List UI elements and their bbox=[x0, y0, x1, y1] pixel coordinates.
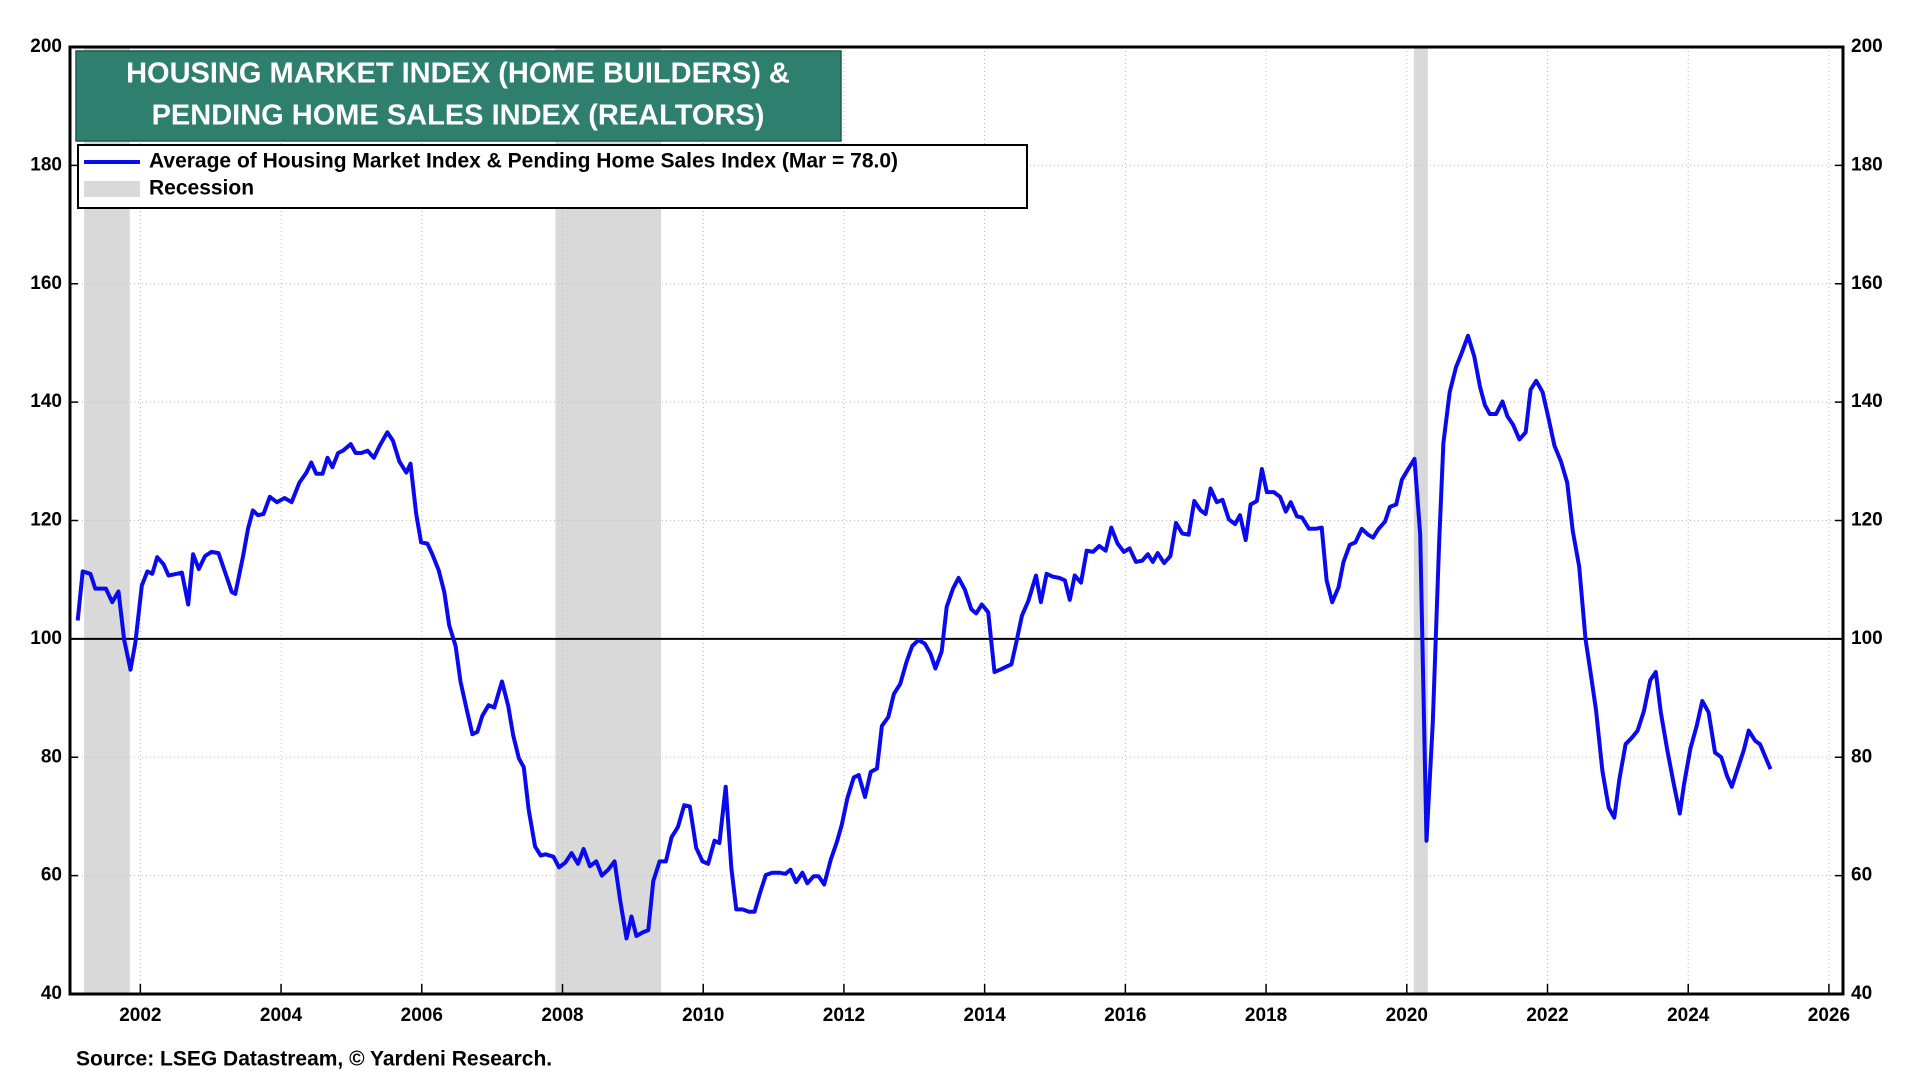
legend-label: Recession bbox=[149, 177, 254, 200]
legend-box bbox=[77, 144, 1028, 209]
y2-tick-label: 140 bbox=[1851, 391, 1883, 412]
plot-frame bbox=[68, 45, 1845, 996]
x-tick-label: 2022 bbox=[1526, 1005, 1568, 1026]
y-tick-label: 40 bbox=[41, 983, 62, 1004]
y2-tick-label: 160 bbox=[1851, 273, 1883, 294]
y-tick-label: 80 bbox=[41, 746, 62, 767]
x-tick-label: 2010 bbox=[682, 1005, 724, 1026]
y-tick-label: 120 bbox=[30, 510, 62, 531]
y-tick-label: 200 bbox=[30, 36, 62, 57]
x-tick-label: 2018 bbox=[1245, 1005, 1287, 1026]
x-tick-label: 2020 bbox=[1386, 1005, 1428, 1026]
x-tick-label: 2024 bbox=[1667, 1005, 1710, 1026]
x-tick-label: 2006 bbox=[401, 1005, 443, 1026]
chart-title: HOUSING MARKET INDEX (HOME BUILDERS) & bbox=[126, 58, 790, 90]
y2-tick-label: 180 bbox=[1851, 154, 1883, 175]
x-tick-label: 2002 bbox=[119, 1005, 161, 1026]
y2-tick-label: 80 bbox=[1851, 746, 1872, 767]
title-box bbox=[75, 50, 842, 142]
x-tick-label: 2008 bbox=[541, 1005, 583, 1026]
series-line bbox=[75, 333, 1773, 941]
x-tick-label: 2016 bbox=[1104, 1005, 1146, 1026]
y2-tick-label: 200 bbox=[1851, 36, 1883, 57]
y-tick-label: 60 bbox=[41, 865, 62, 886]
y2-tick-label: 60 bbox=[1851, 865, 1872, 886]
x-tick-label: 2014 bbox=[964, 1005, 1007, 1026]
y-tick-label: 100 bbox=[30, 628, 62, 649]
chart-title: PENDING HOME SALES INDEX (REALTORS) bbox=[152, 100, 765, 132]
y-tick-label: 140 bbox=[30, 391, 62, 412]
source-note: Source: LSEG Datastream, © Yardeni Resea… bbox=[76, 1048, 552, 1071]
y2-tick-label: 40 bbox=[1851, 983, 1872, 1004]
y2-tick-label: 120 bbox=[1851, 510, 1883, 531]
x-tick-label: 2026 bbox=[1808, 1005, 1850, 1026]
legend-label: Average of Housing Market Index & Pendin… bbox=[149, 150, 898, 173]
plot-content: 40 40 60 60 80 80 100 100 120 120 140 140 160 160 180 1… bbox=[30, 36, 1882, 1071]
y2-tick-label: 100 bbox=[1851, 628, 1883, 649]
legend-swatch bbox=[84, 181, 140, 197]
x-tick-label: 2012 bbox=[823, 1005, 865, 1026]
y-tick-label: 160 bbox=[30, 273, 62, 294]
y-tick-label: 180 bbox=[30, 154, 62, 175]
x-tick-label: 2004 bbox=[260, 1005, 303, 1026]
